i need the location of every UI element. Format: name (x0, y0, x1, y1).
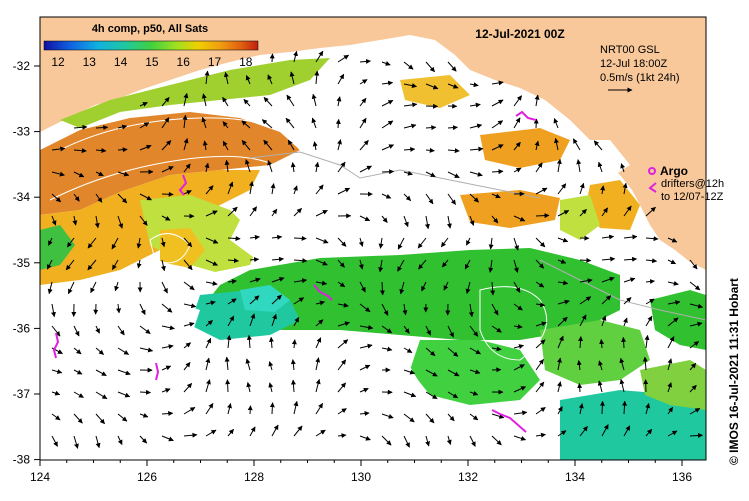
lon-tick-label: 134 (565, 470, 585, 484)
current-arrow-icon (140, 392, 151, 393)
colorbar-tick-label: 13 (83, 55, 97, 69)
colorbar-gradient (44, 41, 258, 50)
current-arrow-icon (602, 401, 603, 414)
latitude-axis: -32 -33 -34 -35 -36 -37 -38 (13, 59, 40, 467)
current-arrow-icon (623, 337, 624, 348)
colorbar-tick-label: 12 (51, 55, 65, 69)
lon-tick-label: 128 (244, 470, 264, 484)
colorbar-tick-label: 14 (114, 55, 128, 69)
lon-tick-label: 136 (672, 470, 692, 484)
lat-tick-label: -36 (13, 321, 31, 335)
current-arrow-icon (382, 282, 383, 295)
current-arrow-icon (338, 119, 339, 128)
argo-legend: Argo drifters@12h to 12/07-12Z (649, 164, 724, 203)
current-arrow-icon (162, 194, 173, 195)
current-arrow-icon (536, 215, 549, 216)
lon-tick-label: 130 (351, 470, 371, 484)
lon-tick-label: 126 (137, 470, 157, 484)
currents-scale: 0.5m/s (1kt 24h) (600, 72, 679, 84)
currents-time: 12-Jul 18:00Z (600, 58, 668, 70)
longitude-axis: 124 126 128 130 132 134 136 (30, 460, 692, 484)
current-arrow-icon (536, 119, 537, 128)
drifters-line2: to 12/07-12Z (661, 191, 724, 203)
colorbar-tick-label: 17 (208, 55, 222, 69)
lat-tick-label: -34 (13, 190, 31, 204)
current-arrow-icon (272, 403, 273, 414)
lat-tick-label: -32 (13, 59, 31, 73)
current-arrow-icon (118, 149, 127, 150)
credit-text: © IMOS 16-Jul-2021 11:31 Hobart (727, 278, 741, 465)
colorbar-tick-label: 18 (239, 55, 253, 69)
colorbar-title: 4h comp, p50, All Sats (92, 23, 208, 35)
lat-tick-label: -35 (13, 256, 31, 270)
current-arrow-icon (250, 406, 251, 414)
lon-tick-label: 132 (458, 470, 478, 484)
drifters-line1: drifters@12h (661, 178, 724, 190)
current-arrow-icon (579, 384, 580, 393)
current-arrow-icon (96, 127, 108, 128)
currents-source: NRT00 GSL (600, 44, 660, 56)
lat-tick-label: -38 (13, 453, 31, 467)
lat-tick-label: -33 (13, 125, 31, 139)
current-arrow-icon (580, 260, 591, 261)
date-title: 12-Jul-2021 00Z (475, 27, 564, 41)
colorbar-tick-label: 15 (145, 55, 159, 69)
current-arrow-icon (382, 172, 394, 173)
current-arrow-icon (492, 171, 503, 172)
current-arrow-icon (294, 238, 306, 239)
lat-tick-label: -37 (13, 387, 31, 401)
current-arrow-icon (272, 54, 273, 62)
colorbar-tick-label: 16 (177, 55, 191, 69)
current-arrow-icon (227, 380, 228, 392)
argo-label: Argo (660, 164, 688, 178)
current-arrow-icon (448, 127, 457, 128)
current-arrow-icon (426, 127, 436, 128)
lon-tick-label: 124 (30, 470, 50, 484)
